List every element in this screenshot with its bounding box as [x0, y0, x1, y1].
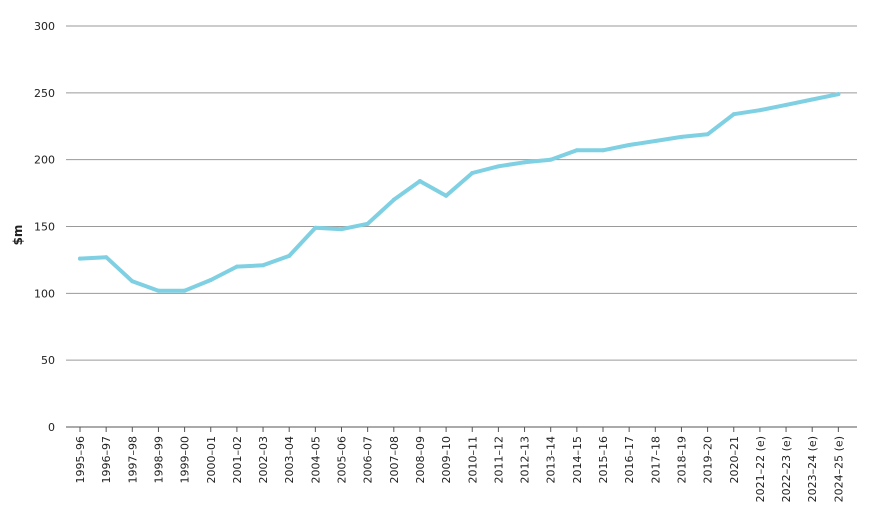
data-point — [548, 157, 553, 162]
data-point — [104, 255, 109, 260]
data-point — [836, 92, 841, 97]
data-point — [784, 102, 789, 107]
x-tick-label: 2012–13 — [519, 436, 532, 484]
data-point — [287, 253, 292, 258]
x-tick-label: 2002–03 — [257, 436, 270, 484]
x-tick-label: 2011–12 — [492, 436, 505, 484]
y-tick-label: 250 — [34, 87, 55, 100]
x-tick-label: 2024–25 (e) — [832, 436, 845, 502]
data-point — [130, 279, 135, 284]
x-tick-label: 2007–08 — [388, 436, 401, 484]
data-point — [679, 134, 684, 139]
x-tick-label: 2023–24 (e) — [806, 436, 819, 502]
data-point — [417, 179, 422, 184]
x-tick-label: 2006–07 — [362, 436, 375, 484]
data-point — [574, 148, 579, 153]
data-point — [496, 164, 501, 169]
data-point — [339, 227, 344, 232]
x-tick-label: 2001–02 — [231, 436, 244, 484]
data-point — [444, 193, 449, 198]
data-point — [182, 288, 187, 293]
data-point — [156, 288, 161, 293]
x-tick-label: 1995–96 — [74, 436, 87, 484]
data-point — [522, 160, 527, 165]
x-tick-label: 2010–11 — [466, 436, 479, 484]
x-tick-label: 1998–99 — [152, 436, 165, 484]
x-tick-label: 2017–18 — [649, 436, 662, 484]
x-tick-label: 2008–09 — [414, 436, 427, 484]
y-tick-label: 50 — [41, 354, 55, 367]
data-point — [731, 112, 736, 117]
x-tick-label: 1999–00 — [179, 436, 192, 484]
data-point — [470, 171, 475, 176]
y-tick-label: 150 — [34, 221, 55, 234]
x-tick-label: 2020–21 — [728, 436, 741, 484]
x-tick-label: 2003–04 — [283, 436, 296, 484]
data-point — [365, 221, 370, 226]
data-point — [234, 264, 239, 269]
data-point — [601, 148, 605, 153]
x-tick-label: 2009–10 — [440, 436, 453, 484]
data-point — [208, 277, 213, 282]
y-tick-label: 100 — [34, 287, 55, 300]
x-tick-label: 1997–98 — [126, 436, 139, 484]
data-point — [261, 263, 266, 268]
x-tick-label: 2022–23 (e) — [780, 436, 793, 502]
y-tick-label: 300 — [34, 20, 55, 33]
x-tick-label: 2005–06 — [336, 436, 349, 484]
x-tick-label: 1996–97 — [100, 436, 113, 484]
data-point — [810, 97, 815, 102]
x-tick-label: 2018–19 — [675, 436, 688, 484]
x-tick-label: 2013–14 — [545, 436, 558, 484]
x-tick-label: 2000–01 — [205, 436, 218, 484]
y-tick-label: 0 — [48, 421, 55, 434]
x-tick-label: 2019–20 — [702, 436, 715, 484]
x-tick-label: 2015–16 — [597, 436, 610, 484]
data-point — [391, 197, 396, 202]
x-tick-labels: 1995–96 1996–97 1997–98 1998–99 1999–00 2000–… — [74, 427, 845, 502]
series-line — [78, 92, 841, 293]
x-tick-label: 2021–22 (e) — [754, 436, 767, 502]
data-point — [653, 138, 658, 143]
data-point — [705, 132, 710, 137]
x-tick-label: 2016–17 — [623, 436, 636, 484]
y-tick-labels: 0 50 100 150 200 250 300 — [34, 20, 55, 434]
data-point — [313, 225, 318, 230]
x-tick-label: 2004–05 — [309, 436, 322, 484]
data-point — [627, 142, 632, 147]
gridlines — [66, 25, 857, 428]
x-tick-label: 2014–15 — [571, 436, 584, 484]
y-axis-title: $m — [11, 225, 25, 246]
data-point — [757, 108, 762, 113]
series-group — [78, 92, 841, 293]
y-tick-label: 200 — [34, 154, 55, 167]
data-point — [78, 256, 82, 261]
